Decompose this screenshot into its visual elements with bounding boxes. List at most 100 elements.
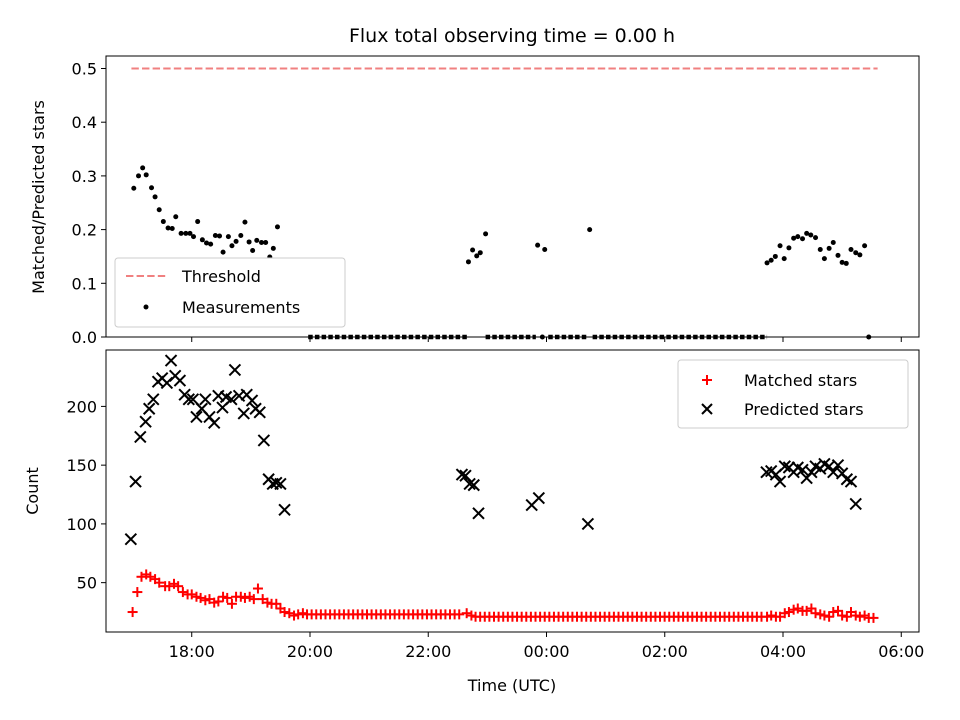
x-axis-label: Time (UTC) [467, 676, 556, 695]
x-tick-label: 20:00 [287, 642, 333, 661]
legend-predicted-swatch [701, 403, 713, 415]
matched-star-point [810, 608, 821, 619]
measurement-point [795, 234, 801, 240]
measurement-point [477, 250, 483, 256]
predicted-star-point [182, 393, 195, 406]
predicted-star-point [225, 393, 238, 406]
matched-star-point [461, 608, 472, 619]
bottom-y-tick-label: 150 [66, 456, 97, 475]
measurement-point [808, 232, 814, 238]
measurement-point [140, 165, 146, 171]
measurement-point [204, 240, 210, 246]
predicted-star-point [463, 477, 476, 491]
measurement-point [474, 253, 480, 259]
matched-star-point [222, 592, 233, 603]
bottom-legend: Matched stars Predicted stars [677, 359, 909, 429]
top-y-tick-label: 0.3 [72, 167, 97, 186]
measurement-point [195, 219, 201, 225]
measurement-point [539, 334, 545, 340]
measurement-point [233, 238, 239, 244]
predicted-star-point [124, 532, 138, 546]
measurement-point [826, 245, 832, 251]
x-tick-label: 04:00 [760, 642, 806, 661]
top-legend-box [114, 257, 346, 328]
top-y-tick-label: 0.0 [72, 328, 97, 347]
predicted-star-point [228, 363, 242, 377]
measurement-point [465, 259, 471, 265]
predicted-star-point [778, 460, 791, 473]
bottom-y-tick-label: 100 [66, 515, 97, 534]
matched-star-point [226, 598, 237, 609]
predicted-star-point [760, 465, 773, 479]
predicted-star-point [139, 415, 152, 428]
chart-title: Flux total observing time = 0.00 h [349, 25, 675, 47]
bottom-plot: 50 100 150 200 18:00 20:00 22:00 00:00 02:00 04:… [23, 349, 924, 695]
matched-star-point [454, 609, 465, 620]
measurement-point [220, 249, 226, 255]
predicted-star-point [274, 477, 287, 491]
bottom-legend-box [677, 359, 909, 429]
legend-matched-label: Matched stars [744, 371, 857, 390]
predicted-star-point [253, 406, 266, 419]
top-y-tick-label: 0.5 [72, 60, 97, 79]
measurement-point [178, 230, 184, 236]
matched-star-point [252, 583, 263, 594]
measurement-point [857, 252, 863, 258]
predicted-star-point [805, 465, 818, 479]
matched-star-point [466, 610, 477, 621]
matched-star-point [819, 610, 830, 621]
predicted-star-point [245, 394, 259, 407]
matched-star-point [828, 607, 839, 618]
matched-star-point [248, 594, 259, 605]
predicted-star-point [129, 475, 142, 488]
predicted-star-point [581, 517, 595, 531]
matched-star-point [213, 596, 224, 607]
measurement-point [835, 252, 841, 258]
predicted-star-point [472, 507, 485, 520]
top-y-tick-label: 0.1 [72, 274, 97, 293]
top-y-tick-label: 0.4 [72, 113, 97, 132]
predicted-star-point [849, 497, 862, 511]
measurement-point [830, 239, 836, 245]
x-tick-label: 22:00 [405, 642, 451, 661]
measurement-point [786, 245, 792, 251]
measurement-point [143, 172, 149, 178]
top-x-axis [191, 337, 902, 342]
measurement-point [764, 260, 770, 266]
measurement-point [242, 219, 248, 225]
matched-star-point [854, 611, 865, 622]
matched-stars-points [127, 569, 879, 623]
measurement-point [781, 256, 787, 262]
measurement-point [246, 239, 252, 245]
legend-predicted-label: Predicted stars [744, 400, 864, 419]
measurement-point [542, 246, 548, 252]
measurement-point [156, 207, 162, 213]
predicted-star-point [278, 503, 291, 517]
predicted-star-point [257, 434, 271, 447]
legend-matched-swatch [702, 375, 712, 385]
measurement-point [777, 243, 783, 249]
matched-star-point [239, 592, 250, 603]
measurement-point [821, 256, 827, 262]
measurement-point [800, 236, 806, 242]
measurement-point [149, 185, 155, 191]
measurement-point [160, 219, 166, 225]
measurement-point [238, 233, 244, 239]
measurement-point [263, 239, 269, 245]
matched-star-point [284, 608, 295, 619]
predicted-star-point [270, 476, 283, 489]
measurement-point [217, 233, 223, 239]
bottom-y-axis: 50 100 150 200 [66, 397, 106, 593]
measurement-point [254, 237, 260, 243]
predicted-star-point [237, 407, 250, 420]
zero-measurement-runs [308, 334, 768, 340]
top-y-tick-label: 0.2 [72, 221, 97, 240]
measurement-point [187, 230, 193, 236]
measurement-point [250, 248, 256, 254]
predicted-stars-points [124, 354, 862, 546]
matched-star-point [297, 608, 308, 619]
measurement-point [191, 234, 197, 240]
matched-star-point [136, 571, 147, 582]
matched-star-point [154, 577, 165, 588]
